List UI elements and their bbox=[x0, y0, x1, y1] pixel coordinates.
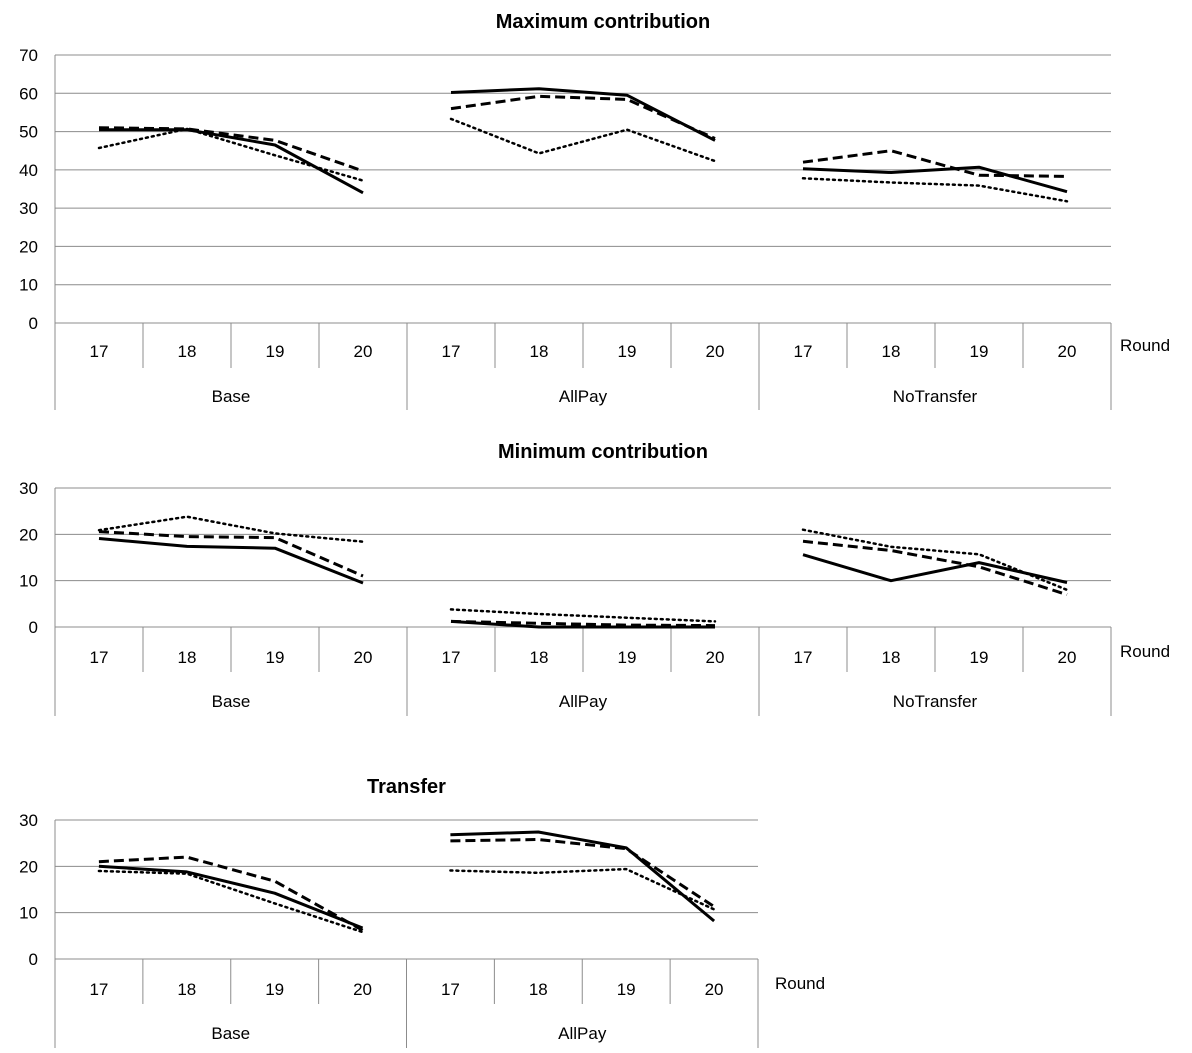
group-label-allpay: AllPay bbox=[559, 692, 608, 711]
minimum-contribution-chart: Minimum contribution 0 10 20 30 17 18 19 20 17 18 1… bbox=[19, 441, 1170, 716]
series-dotted-line-allpay bbox=[449, 867, 716, 911]
y-tick-label: 10 bbox=[19, 276, 38, 295]
x-tick-label: 20 bbox=[354, 648, 373, 667]
x-tick-label: 19 bbox=[265, 980, 284, 999]
series-dotted-line-base bbox=[97, 869, 364, 934]
x-axis-label: Round bbox=[1120, 336, 1170, 355]
y-tick-label: 60 bbox=[19, 84, 38, 103]
series-dashed-line-allpay bbox=[450, 838, 715, 908]
y-tick-label: 0 bbox=[29, 314, 38, 333]
x-tick-label: 17 bbox=[441, 980, 460, 999]
series-solid-line-allpay bbox=[450, 619, 715, 629]
x-tick-label: 19 bbox=[970, 648, 989, 667]
x-tick-label: 18 bbox=[882, 648, 901, 667]
y-tick-label: 0 bbox=[29, 950, 38, 969]
series-dotted-line-allpay bbox=[449, 117, 717, 163]
y-tick-label: 10 bbox=[19, 572, 38, 591]
group-label-base: Base bbox=[212, 387, 251, 406]
y-tick-label: 70 bbox=[19, 46, 38, 65]
series-solid-line-notransfer bbox=[802, 553, 1068, 584]
series-solid-line-notransfer bbox=[802, 165, 1068, 194]
group-label-allpay: AllPay bbox=[558, 1024, 607, 1043]
x-tick-label: 18 bbox=[177, 980, 196, 999]
x-tick-label: 19 bbox=[618, 342, 637, 361]
x-tick-label: 19 bbox=[266, 648, 285, 667]
series-dotted-line-notransfer bbox=[801, 177, 1069, 203]
group-label-allpay: AllPay bbox=[559, 387, 608, 406]
x-tick-label: 17 bbox=[90, 342, 109, 361]
chart-title: Maximum contribution bbox=[496, 11, 710, 33]
series-dashed-line-allpay bbox=[450, 94, 716, 140]
series-dashed-line-base bbox=[98, 855, 364, 932]
x-tick-label: 20 bbox=[706, 342, 725, 361]
x-tick-label: 18 bbox=[178, 342, 197, 361]
transfer-chart: Transfer 0 10 20 30 17 18 19 20 17 18 19 20 Base AllPa… bbox=[19, 776, 825, 1048]
series-solid-line-base bbox=[98, 864, 364, 930]
x-tick-label: 20 bbox=[353, 980, 372, 999]
y-tick-label: 30 bbox=[19, 479, 38, 498]
y-tick-label: 0 bbox=[29, 618, 38, 637]
y-tick-label: 20 bbox=[19, 857, 38, 876]
y-tick-label: 20 bbox=[19, 525, 38, 544]
series-solid-line-base bbox=[98, 537, 364, 585]
y-tick-label: 40 bbox=[19, 161, 38, 180]
group-label-base: Base bbox=[212, 692, 251, 711]
series-solid-line-base bbox=[99, 128, 364, 195]
x-tick-label: 18 bbox=[882, 342, 901, 361]
group-label-notransfer: NoTransfer bbox=[893, 387, 978, 406]
x-tick-label: 20 bbox=[705, 980, 724, 999]
x-tick-label: 18 bbox=[178, 648, 197, 667]
series-dotted-line-notransfer bbox=[801, 528, 1069, 592]
y-tick-label: 30 bbox=[19, 811, 38, 830]
chart-title: Minimum contribution bbox=[498, 441, 708, 463]
x-tick-label: 19 bbox=[618, 648, 637, 667]
x-tick-label: 17 bbox=[442, 342, 461, 361]
y-tick-label: 20 bbox=[19, 237, 38, 256]
x-tick-label: 19 bbox=[266, 342, 285, 361]
x-tick-label: 17 bbox=[89, 980, 108, 999]
series-dotted-line-base bbox=[97, 515, 365, 543]
y-tick-label: 30 bbox=[19, 199, 38, 218]
y-tick-label: 10 bbox=[19, 904, 38, 923]
x-tick-label: 17 bbox=[794, 648, 813, 667]
series-dotted-line-base bbox=[97, 127, 365, 182]
x-tick-label: 20 bbox=[1058, 342, 1077, 361]
x-tick-label: 17 bbox=[90, 648, 109, 667]
x-tick-label: 17 bbox=[794, 342, 813, 361]
y-tick-label: 50 bbox=[19, 123, 38, 142]
x-tick-label: 20 bbox=[706, 648, 725, 667]
group-label-notransfer: NoTransfer bbox=[893, 692, 978, 711]
x-tick-label: 19 bbox=[617, 980, 636, 999]
chart-title: Transfer bbox=[367, 776, 446, 798]
x-tick-label: 17 bbox=[442, 648, 461, 667]
group-label-base: Base bbox=[211, 1024, 250, 1043]
x-axis-label: Round bbox=[775, 974, 825, 993]
x-tick-label: 20 bbox=[1058, 648, 1077, 667]
x-tick-label: 18 bbox=[530, 648, 549, 667]
series-solid-line-allpay bbox=[450, 830, 716, 923]
x-tick-label: 20 bbox=[354, 342, 373, 361]
x-axis-label: Round bbox=[1120, 642, 1170, 661]
series-dotted-line-allpay bbox=[449, 608, 717, 623]
x-tick-label: 19 bbox=[970, 342, 989, 361]
x-tick-label: 18 bbox=[530, 342, 549, 361]
x-tick-label: 18 bbox=[529, 980, 548, 999]
series-solid-line-allpay bbox=[450, 87, 716, 142]
series-dashed-line-notransfer bbox=[802, 149, 1068, 178]
maximum-contribution-chart: Maximum contribution 0 10 20 30 40 50 60 70 17 18 1… bbox=[19, 11, 1170, 410]
series-dashed-line-base bbox=[98, 126, 364, 173]
